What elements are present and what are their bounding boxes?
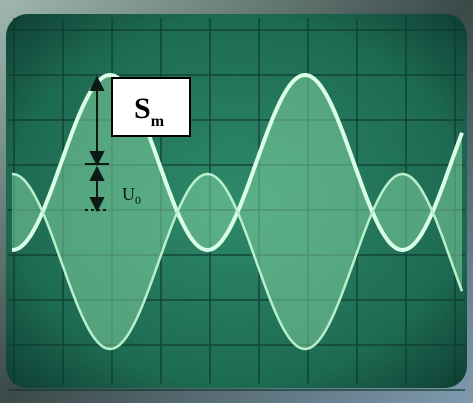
waveform-lower bbox=[11, 172, 464, 351]
label-box bbox=[111, 77, 191, 137]
sm-sub: m bbox=[151, 113, 165, 130]
sm-main: S bbox=[134, 92, 151, 125]
u0-main: U bbox=[122, 184, 135, 204]
u0-label: U0 bbox=[122, 184, 141, 207]
arrows bbox=[85, 75, 109, 213]
u0-sub: 0 bbox=[135, 193, 141, 207]
sm-label: Sm bbox=[134, 92, 165, 130]
